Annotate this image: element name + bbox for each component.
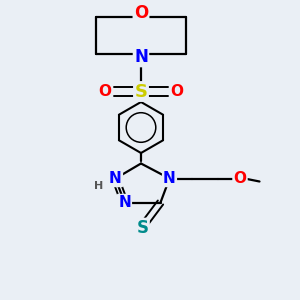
Text: O: O <box>233 171 247 186</box>
Text: N: N <box>118 195 131 210</box>
Text: O: O <box>170 84 184 99</box>
Text: N: N <box>134 48 148 66</box>
Text: N: N <box>163 171 176 186</box>
Text: N: N <box>109 171 122 186</box>
Text: S: S <box>136 219 148 237</box>
Text: O: O <box>134 4 148 22</box>
Text: S: S <box>134 82 148 100</box>
Text: H: H <box>94 181 103 191</box>
Text: O: O <box>98 84 112 99</box>
